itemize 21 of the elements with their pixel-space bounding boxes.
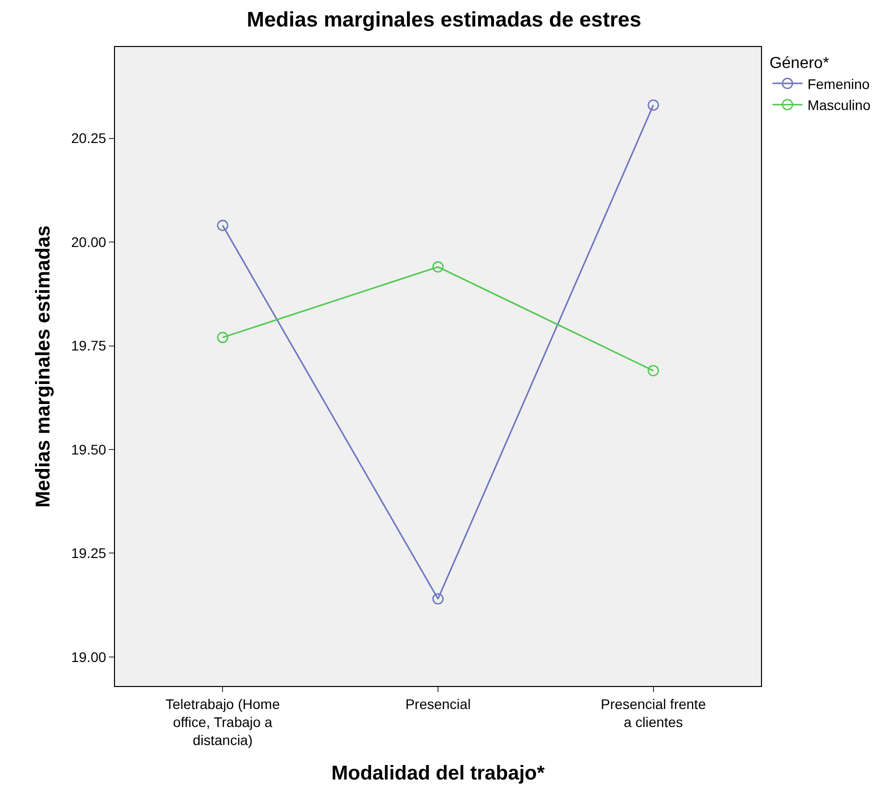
y-tick-label: 19.75 xyxy=(71,338,106,354)
point xyxy=(648,99,659,111)
point xyxy=(648,365,659,376)
y-tick-label: 19.00 xyxy=(71,648,106,665)
chart-title: Medias marginales estimadas de estres xyxy=(246,8,642,32)
point xyxy=(432,593,444,605)
x-tick-label: Teletrabajo (Home office, Trabajo a distancia) xyxy=(165,696,280,748)
legend-label: Femenino xyxy=(807,76,870,92)
legend-label: Masculino xyxy=(807,97,871,114)
y-tick-label: 19.50 xyxy=(71,441,106,458)
y-tick-label: 20.00 xyxy=(71,234,106,250)
point xyxy=(432,261,444,273)
y-axis-title: Medias marginales estimadas xyxy=(32,225,55,508)
x-tick-label: Presencial xyxy=(405,696,471,712)
x-tick-label: Presencial frente a clientes xyxy=(600,696,706,730)
x-axis-title: Modalidad del trabajo* xyxy=(331,762,545,785)
legend-title: Género* xyxy=(769,54,830,72)
point xyxy=(217,220,228,232)
y-tick-label: 19.25 xyxy=(71,545,106,562)
y-tick-label: 20.25 xyxy=(71,130,106,146)
point xyxy=(217,332,228,344)
